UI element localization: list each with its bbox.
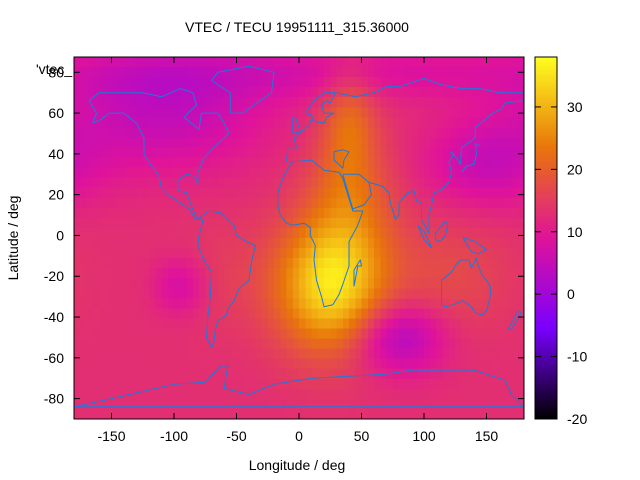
coastline-path: [286, 92, 336, 163]
x-tick-label: 0: [295, 428, 303, 444]
heatmap: [74, 57, 524, 419]
colorbar: -20 -10 0 10 20 30: [534, 56, 587, 427]
x-axis-label: Longitude / deg: [249, 457, 346, 473]
coastline-path: [73, 365, 525, 408]
x-tick-label: 150: [475, 428, 499, 444]
y-tick-label: 0: [56, 227, 64, 243]
coastline-path: [292, 116, 301, 134]
y-axis-label: Latitude / deg: [5, 196, 21, 281]
y-tick-label: -80: [44, 391, 64, 407]
colorbar-tick-label: 10: [567, 224, 583, 240]
colorbar-ticks: -20 -10 0 10 20 30: [535, 99, 587, 427]
y-tick-label: -40: [44, 309, 64, 325]
coastline-path: [277, 159, 364, 308]
coastline-path: [333, 149, 350, 169]
y-tick-label: 80: [48, 64, 64, 80]
chart-title: VTEC / TECU 19951111_315.36000: [185, 19, 409, 35]
coastline-path: [434, 220, 449, 243]
y-tick-label: 20: [48, 187, 64, 203]
x-tick-label: 100: [412, 428, 436, 444]
coastline-path: [417, 224, 432, 249]
overlay-label: 'vtec_: [36, 61, 72, 77]
coastline-path: [368, 100, 525, 234]
x-axis: -150 -100 -50 0 50 100 150: [97, 57, 498, 444]
x-tick-label: -150: [97, 428, 125, 444]
colorbar-gradient: [535, 57, 557, 419]
coastline-path: [461, 143, 481, 173]
y-tick-label: 40: [48, 146, 64, 162]
colorbar-frame: [534, 56, 558, 420]
coastline-path: [211, 65, 275, 114]
colorbar-tick-label: 0: [567, 286, 575, 302]
y-tick-label: -60: [44, 350, 64, 366]
coastline-path: [88, 88, 230, 220]
colorbar-tick-label: -10: [567, 349, 587, 365]
coastline-path: [197, 210, 256, 349]
colorbar-tick-label: 20: [567, 161, 583, 177]
coastlines: [73, 65, 525, 408]
y-axis: -80 -60 -40 -20 0 20 40 60 80: [44, 64, 524, 407]
coastline-path: [462, 237, 487, 255]
coastline-path: [441, 257, 491, 316]
y-tick-label: -20: [44, 268, 64, 284]
y-tick-label: 60: [48, 105, 64, 121]
x-tick-label: -100: [160, 428, 188, 444]
vtec-heatmap-image: [74, 57, 524, 419]
colorbar-tick-label: -20: [567, 411, 587, 427]
x-tick-label: 50: [354, 428, 370, 444]
coastline-path: [507, 310, 522, 330]
coastline-path: [353, 259, 362, 287]
coastline-path: [336, 77, 524, 98]
colorbar-tick-label: 30: [567, 99, 583, 115]
x-tick-label: -50: [226, 428, 246, 444]
